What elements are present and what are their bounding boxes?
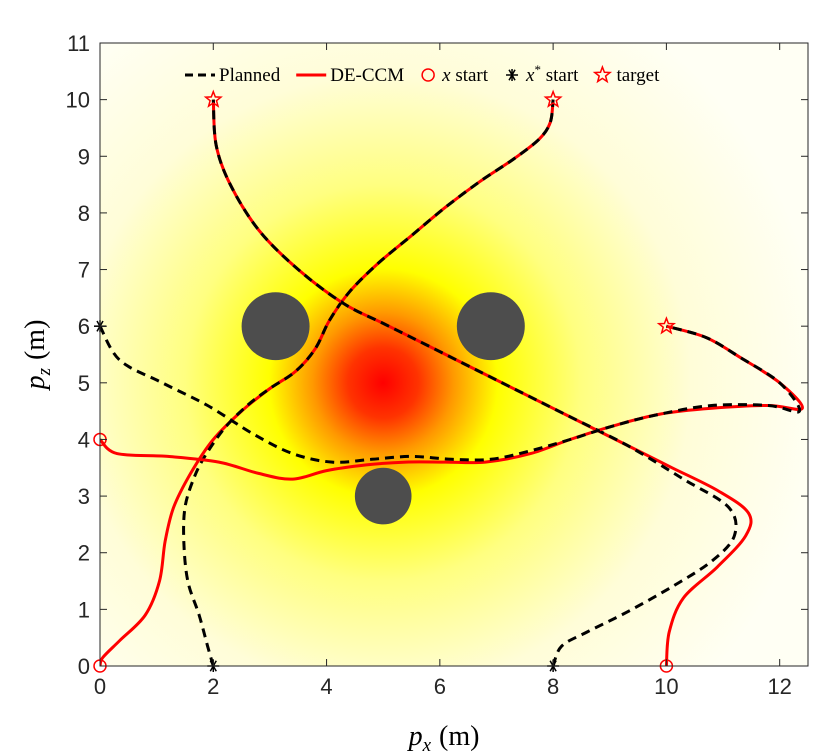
y-tick-label: 10	[66, 88, 90, 113]
planned-trajectory-2	[211, 99, 738, 666]
x-tick-label: 2	[207, 674, 219, 699]
planned-trajectory-1	[182, 99, 555, 666]
legend-item-2: DE-CCM	[296, 65, 404, 86]
obstacle-3	[354, 467, 412, 525]
target-marker-2	[203, 89, 223, 108]
y-tick-label: 5	[78, 371, 90, 396]
x-tick-label: 0	[94, 674, 106, 699]
y-tick-label: 11	[67, 31, 90, 56]
x-axis-label-var: p	[407, 721, 423, 752]
legend-circle-icon	[421, 68, 435, 82]
svg-text:pz(m): pz (m)	[20, 320, 55, 392]
legend-item-5: target	[592, 64, 660, 86]
legend-item-4: x* start	[506, 62, 579, 86]
legend-star-icon	[592, 64, 613, 84]
y-tick-label: 3	[78, 484, 90, 509]
x-tick-label: 6	[434, 674, 446, 699]
y-tick-label: 2	[78, 541, 90, 566]
y-tick-label: 8	[78, 201, 90, 226]
x-axis-label-unit: (m)	[439, 721, 479, 752]
legend-label: Planned	[219, 65, 281, 86]
x-axis-label-sub: x	[422, 735, 432, 755]
y-axis-label-var: p	[20, 375, 51, 391]
x-tick-label: 10	[654, 674, 678, 699]
y-axis-label: pz (m)	[20, 320, 55, 392]
y-tick-label: 7	[78, 258, 90, 283]
y-tick-label: 6	[78, 314, 90, 339]
y-tick-label: 4	[78, 427, 90, 452]
svg-text:px(m): px (m)	[407, 721, 480, 755]
legend-asterisk-icon	[506, 69, 519, 81]
plot-frame	[99, 42, 809, 667]
y-axis-label-unit: (m)	[20, 320, 51, 360]
legend-item-1: Planned	[185, 65, 281, 86]
legend-label: x* start	[525, 62, 579, 86]
deccm-trajectory-3	[100, 324, 804, 481]
x-tick-label: 12	[767, 674, 791, 699]
disturbance-field	[100, 43, 808, 666]
x-tick-label: 4	[320, 674, 332, 699]
y-axis-label-sub: z	[34, 367, 55, 376]
y-tick-label: 9	[78, 144, 90, 169]
legend-item-3: x start	[421, 65, 489, 86]
x-tick-label: 8	[547, 674, 559, 699]
planned-trajectory-3	[100, 324, 802, 464]
legend: Planned DE-CCM x start x* start target	[185, 62, 660, 86]
x-axis-label: px (m)	[407, 721, 480, 755]
y-tick-label: 1	[78, 597, 90, 622]
obstacle-2	[456, 292, 525, 361]
legend-label: target	[616, 65, 660, 86]
obstacle-1	[241, 292, 310, 361]
y-tick-label: 0	[78, 654, 90, 679]
target-marker-1	[543, 89, 563, 108]
legend-label: DE-CCM	[330, 65, 404, 86]
target-marker-3	[656, 316, 677, 335]
legend-label: x start	[441, 65, 489, 86]
